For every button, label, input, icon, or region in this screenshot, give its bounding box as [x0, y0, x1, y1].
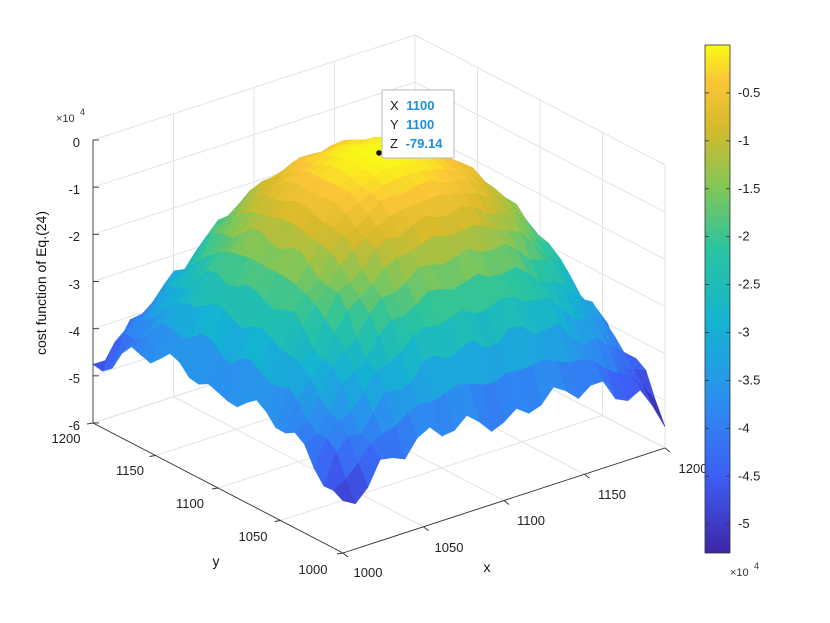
x-axis-label: x: [484, 559, 491, 575]
colorbar-tick-label: -2: [738, 229, 750, 244]
surface-patch: [332, 478, 356, 505]
z-tick-label: -3: [68, 277, 80, 292]
axis-line: [423, 526, 429, 532]
datatip-x-value: 1100: [406, 98, 434, 113]
datatip-z-value: -79.14: [406, 136, 444, 151]
datatip-y-value: 1100: [406, 117, 434, 132]
colorbar-tick-label: -5: [738, 516, 750, 531]
y-tick-label: 1150: [116, 463, 144, 478]
y-tick-label: 1100: [176, 496, 204, 511]
z-exponent-power: 4: [80, 107, 85, 117]
axis-line: [664, 447, 671, 453]
x-tick-label: 1200: [679, 461, 708, 476]
y-tick-label: 1200: [52, 431, 81, 446]
datatip-y-row: Y 1100: [390, 117, 434, 132]
axis-line: [86, 422, 94, 425]
z-tick-label: -2: [68, 229, 80, 244]
colorbar: -0.5 -1 -1.5 -2 -2.5 -3 -3.5 -4 -4.5 -5 ×10 4: [704, 44, 760, 579]
axis-line: [274, 520, 281, 522]
datatip-x-label: X: [390, 98, 399, 113]
surface-plot: [92, 136, 666, 505]
grid-line: [92, 34, 416, 141]
z-tick-label: -6: [68, 418, 80, 433]
grid-line: [414, 81, 666, 213]
colorbar-ticks: -0.5 -1 -1.5 -2 -2.5 -3 -3.5 -4 -4.5 -5: [705, 85, 760, 531]
y-axis-ticks: 1000 1050 1100 1150 1200: [52, 431, 328, 577]
x-tick-label: 1000: [354, 565, 383, 580]
colorbar-exponent-power: 4: [754, 561, 759, 571]
datatip-box[interactable]: [381, 89, 455, 159]
colorbar-tick-label: -1.5: [738, 181, 760, 196]
z-tick-label: 0: [73, 135, 80, 150]
datatip[interactable]: X 1100 Y 1100 Z -79.14: [376, 89, 455, 159]
y-axis-label: y: [213, 553, 220, 569]
axis-line: [342, 552, 349, 558]
grid-line: [414, 128, 666, 260]
x-tick-label: 1050: [435, 540, 464, 555]
colorbar-tick-label: -2.5: [738, 277, 760, 292]
z-tick-label: -1: [68, 182, 80, 197]
colorbar-tick-label: -0.5: [738, 85, 760, 100]
axis-line: [336, 552, 344, 555]
colorbar-gradient: [704, 44, 731, 554]
datatip-z-label: Z: [390, 136, 398, 151]
z-axis-label: cost function of Eq.(24): [33, 211, 49, 355]
colorbar-tick-label: -3.5: [738, 372, 760, 387]
colorbar-tick-label: -4.5: [738, 468, 760, 483]
z-tick-label: -4: [68, 324, 80, 339]
x-tick-label: 1100: [517, 513, 545, 528]
axis-line: [149, 455, 156, 457]
grid-line: [414, 34, 666, 166]
grid-line: [280, 415, 603, 521]
colorbar-tick-label: -4: [738, 420, 750, 435]
colorbar-exponent-base: ×10: [730, 567, 749, 579]
z-axis-ticks: 0 -1 -2 -3 -4 -5 -6: [68, 135, 80, 433]
colorbar-tick-label: -3: [738, 325, 750, 340]
datatip-y-label: Y: [390, 117, 399, 132]
y-tick-label: 1050: [239, 529, 268, 544]
y-tick-label: 1000: [299, 562, 328, 577]
datatip-marker[interactable]: [376, 150, 382, 156]
datatip-z-row: Z -79.14: [390, 136, 443, 151]
axes-lines: [86, 139, 671, 558]
datatip-x-row: X 1100: [390, 98, 435, 113]
z-exponent: ×10 4: [56, 107, 85, 125]
grid-line: [92, 81, 416, 188]
axis-line: [584, 473, 590, 479]
z-tick-label: -5: [68, 371, 80, 386]
x-axis-ticks: 1000 1050 1100 1150 1200: [354, 461, 708, 580]
x-tick-label: 1150: [598, 487, 626, 502]
z-exponent-base: ×10: [56, 113, 75, 125]
axis-line: [503, 500, 510, 505]
axis-line: [211, 487, 219, 490]
colorbar-tick-label: -1: [738, 133, 750, 148]
